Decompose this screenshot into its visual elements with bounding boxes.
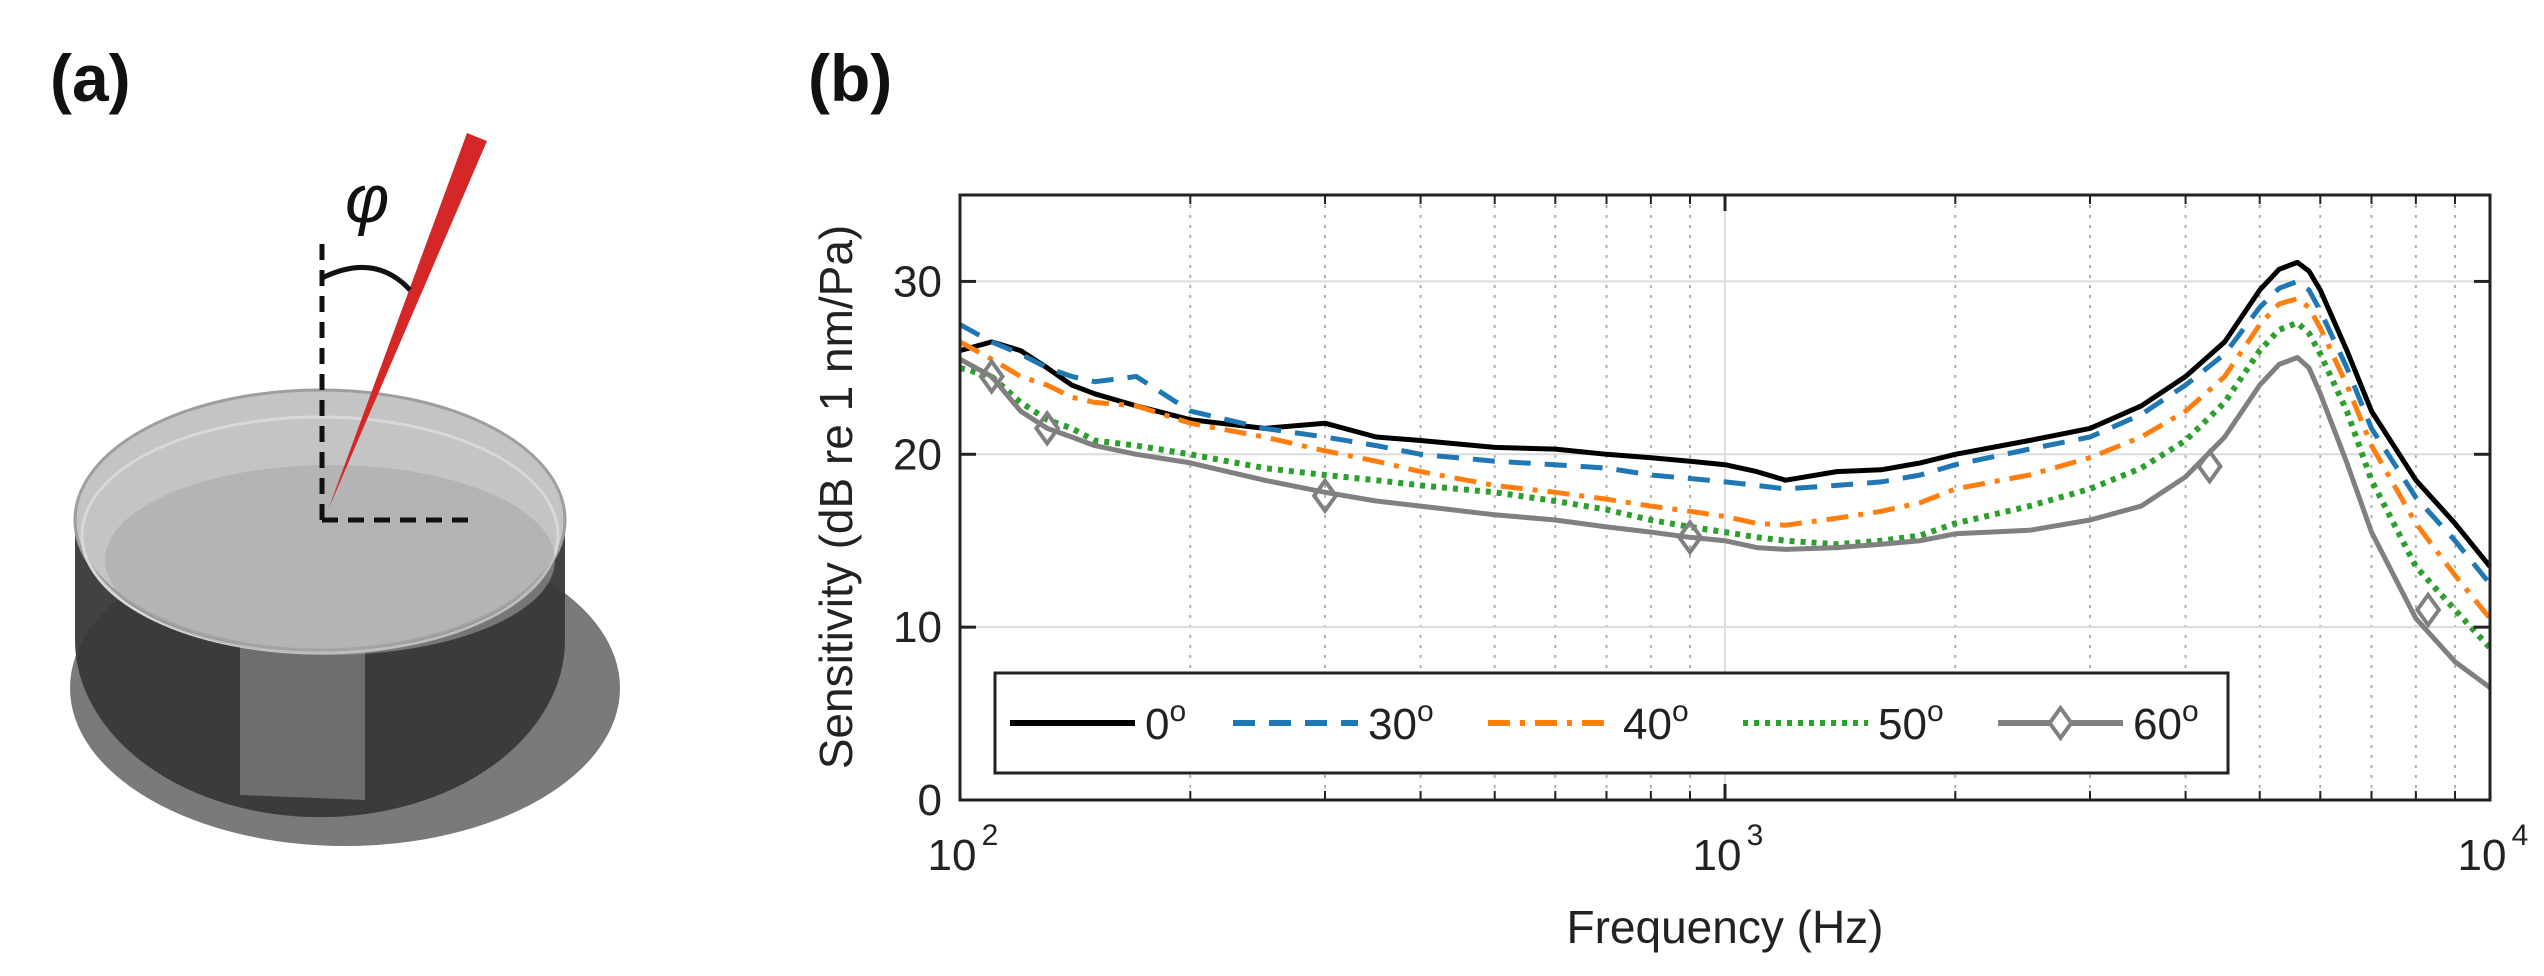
angle-symbol: φ	[345, 161, 389, 237]
x-tick-exponent: 3	[1747, 819, 1764, 852]
x-tick-labels: 10 2 10 3 10 4	[928, 819, 2529, 880]
series-line-60	[958, 355, 2492, 690]
series-line-40	[958, 296, 2492, 621]
series-layer	[958, 259, 2493, 690]
disc-top-shade	[105, 465, 555, 655]
series-marker-60	[978, 358, 1005, 395]
legend-degree-symbol: o	[1169, 695, 1186, 728]
panel-b-label: (b)	[808, 41, 893, 115]
y-tick-label: 0	[918, 776, 942, 825]
legend-degree-symbol: o	[1672, 695, 1689, 728]
angle-arc	[320, 265, 412, 292]
series-marker-60	[2196, 447, 2223, 485]
disc-stripe	[240, 640, 365, 800]
panel-a-label: (a)	[50, 41, 131, 115]
series-marker-60	[2414, 591, 2442, 629]
x-tick-label: 10	[1693, 831, 1742, 880]
y-tick-label: 10	[893, 603, 942, 652]
needle	[328, 133, 487, 510]
legend: 0o 30o 40o 50o 60o	[993, 671, 2230, 775]
x-tick-exponent: 4	[2512, 819, 2529, 852]
legend-degree-symbol: o	[1417, 695, 1434, 728]
x-tick-exponent: 2	[982, 819, 999, 852]
transducer-illustration: φ	[70, 133, 620, 846]
legend-degree-symbol: o	[1927, 695, 1944, 728]
series-marker-60	[1033, 409, 1061, 447]
series-marker-60	[1676, 518, 1704, 556]
y-tick-label: 30	[893, 257, 942, 306]
x-tick-label: 10	[2458, 831, 2507, 880]
y-tick-labels: 0 10 20 30	[893, 257, 942, 825]
axis-ticks	[958, 195, 2492, 802]
y-tick-label: 20	[893, 430, 942, 479]
series-marker-60	[1311, 477, 1339, 515]
y-axis-label: Sensitivity (dB re 1 nm/Pa)	[810, 225, 862, 770]
x-tick-label: 10	[928, 831, 977, 880]
x-axis-label: Frequency (Hz)	[1567, 901, 1884, 953]
legend-marker-60	[2047, 704, 2074, 742]
legend-degree-symbol: o	[2182, 695, 2199, 728]
